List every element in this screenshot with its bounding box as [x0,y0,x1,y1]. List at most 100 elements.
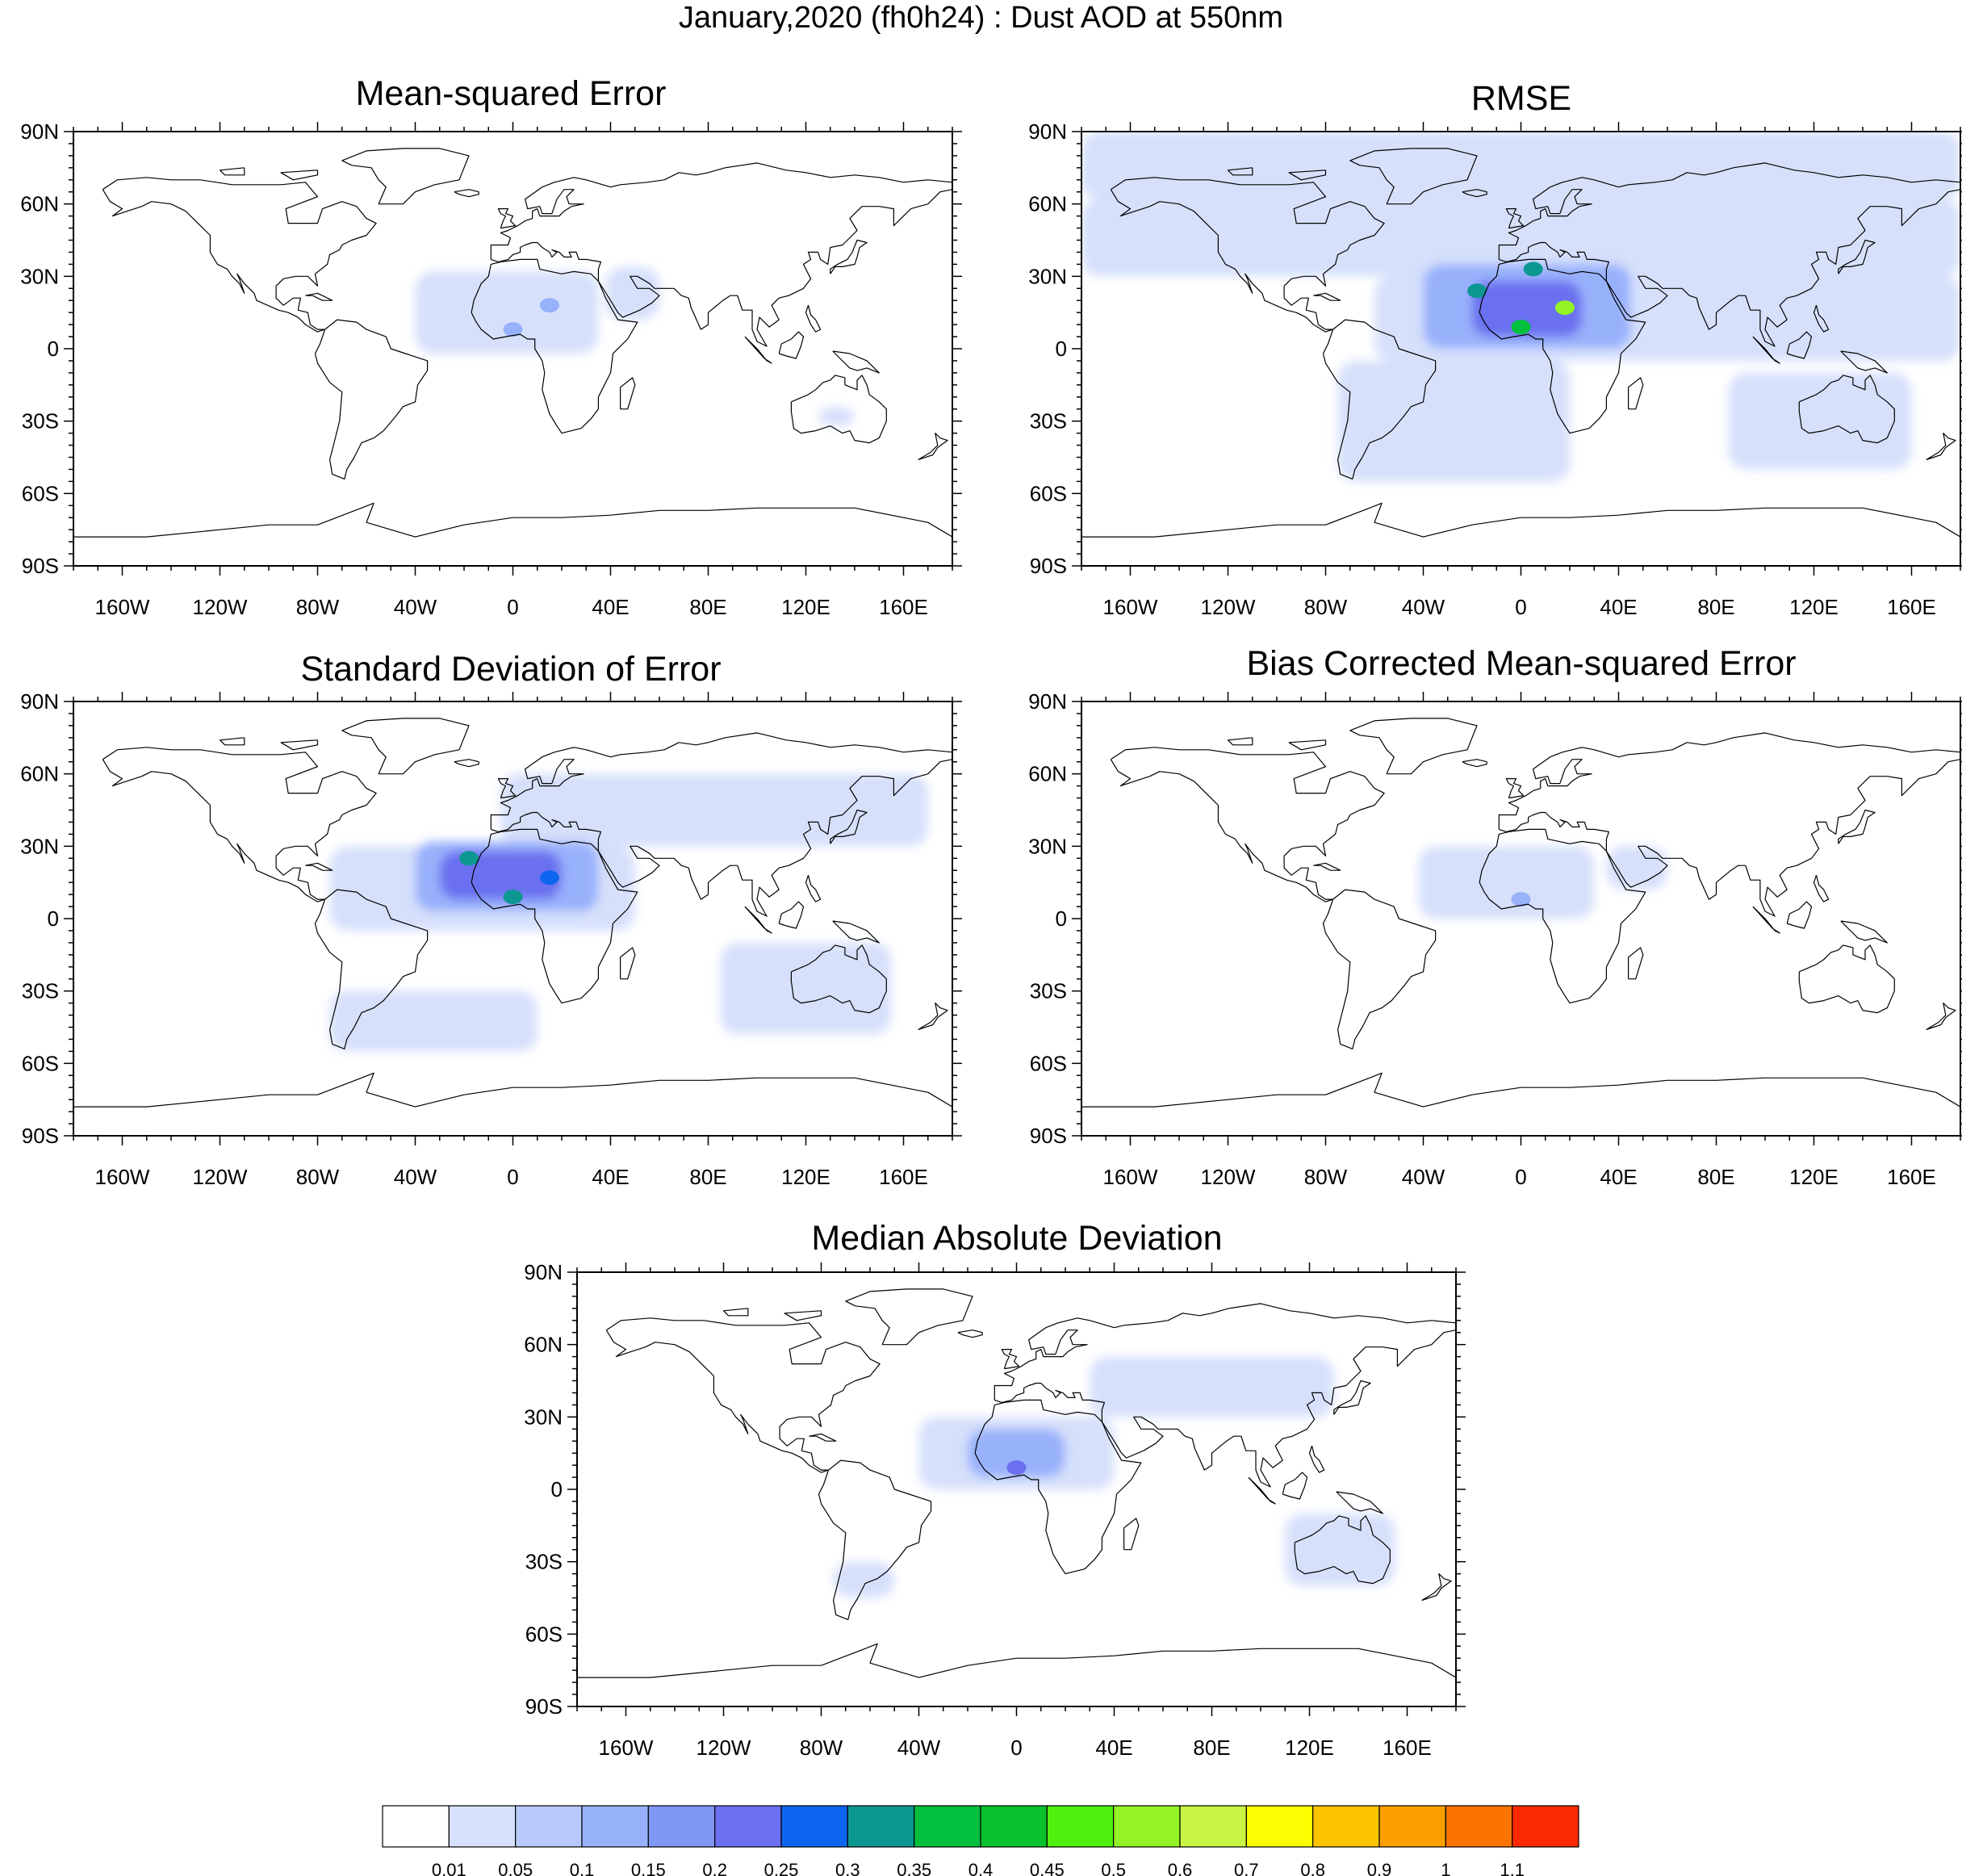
shaded-region-arabia [1606,846,1667,890]
coastline-1 [818,1459,932,1620]
shaded-region-south-america [833,1561,895,1598]
colorbar-label: 0.6 [1168,1860,1193,1876]
lon-tick-label: 40E [1095,1736,1132,1760]
lat-tick-label: 60S [525,1622,563,1646]
coastline-16 [454,189,479,198]
coastline-13 [832,350,880,374]
coastline-2 [471,258,638,434]
colorbar-box-9 [980,1805,1048,1848]
coastline-2 [471,828,638,1004]
colorbar-box-16 [1445,1805,1513,1848]
lat-tick-label: 60N [20,762,59,786]
lat-tick-label: 90S [22,554,59,578]
lat-tick-label: 30N [524,1405,563,1429]
coastline-18 [219,737,245,746]
coastline-0 [102,177,377,333]
coastline-7 [1333,1380,1371,1415]
coastline-5 [1349,718,1478,775]
lat-tick-label: 0 [551,1477,563,1501]
lon-tick-label: 120W [193,595,248,619]
coastline-11 [1248,1476,1276,1505]
coastline-8 [1081,1072,1960,1108]
colorbar-box-12 [1179,1805,1247,1848]
coastline-16 [1462,759,1487,768]
coastline-12 [778,331,805,359]
colorbar-label: 0.2 [702,1860,727,1876]
lon-tick-label: 80W [800,1736,843,1760]
colorbar-label: 0.3 [835,1860,860,1876]
shaded-region-australia [1285,1513,1395,1586]
colorbar-label: 1 [1441,1860,1450,1876]
lat-tick-label: 0 [48,907,59,931]
coastline-9 [1628,947,1644,980]
lat-tick-label: 90S [1030,554,1067,578]
lon-tick-label: 120E [781,595,830,619]
lon-tick-label: 120E [1789,595,1839,619]
hotspot-2 [539,870,559,886]
coastline-10 [1926,433,1956,461]
shaded-region-eurasia [1090,1356,1334,1417]
lon-tick-label: 40E [1600,595,1637,619]
lon-tick-label: 80W [1304,595,1348,619]
lon-tick-label: 0 [1010,1736,1022,1760]
coastline-14 [805,875,822,902]
lat-tick-label: 90N [20,689,59,714]
coastline-9 [1628,377,1644,410]
panel-title-standard-deviation-of-error: Standard Deviation of Error [300,650,722,689]
coastline-1 [1322,889,1437,1049]
colorbar-box-6 [780,1805,848,1848]
coastline-16 [957,1330,983,1338]
coastline-12 [1786,331,1813,359]
lon-tick-label: 120E [1789,1165,1839,1189]
coastline-14 [1813,305,1830,333]
lon-tick-label: 40W [394,595,437,619]
colorbar-box-15 [1378,1805,1446,1848]
panel-title-rmse: RMSE [1470,79,1572,118]
coastline-15 [305,292,333,301]
coastline-1 [1322,319,1437,479]
coastline-11 [744,906,772,934]
lat-tick-label: 60S [1030,1051,1067,1075]
colorbar-label: 0.5 [1101,1860,1126,1876]
lat-tick-label: 30S [22,409,59,433]
coastline-0 [1110,177,1385,333]
coastline-17 [784,1310,822,1321]
coastline-15 [305,862,333,871]
coastline-17 [280,170,319,181]
lon-tick-label: 0 [1515,1165,1526,1189]
lat-tick-label: 0 [1056,907,1067,931]
lon-tick-label: 120E [781,1165,830,1189]
lon-tick-label: 120W [1201,595,1256,619]
coastline-5 [341,148,470,205]
lat-tick-label: 30S [22,979,59,1003]
coastline-15 [1313,292,1341,301]
coastline-10 [918,433,948,461]
hotspot-0 [1511,892,1531,907]
panel-title-median-absolute-deviation: Median Absolute Deviation [811,1219,1223,1258]
coastline-0 [102,747,377,902]
lon-tick-label: 120W [193,1165,248,1189]
coastline-4 [1294,1515,1391,1585]
colorbar-box-14 [1312,1805,1380,1848]
lat-tick-label: 60S [22,1051,59,1075]
lat-tick-label: 90S [1030,1124,1067,1148]
coastline-6 [497,208,517,229]
lat-tick-label: 60S [22,481,59,505]
coastline-8 [1081,502,1960,538]
coastline-15 [809,1433,837,1442]
coastline-14 [1813,875,1830,902]
hotspot-3 [1523,262,1543,277]
coastline-8 [577,1643,1456,1678]
lon-tick-label: 80E [689,595,726,619]
shaded-region-saharan-outflow [1418,846,1595,919]
lat-tick-label: 90N [1028,689,1067,714]
coastline-13 [1840,920,1888,944]
lat-tick-label: 90S [22,1124,59,1148]
lon-tick-label: 160E [1383,1736,1432,1760]
lon-tick-label: 0 [507,595,518,619]
lat-tick-label: 60N [524,1333,563,1357]
shaded-region-saharan-outflow [415,271,599,354]
